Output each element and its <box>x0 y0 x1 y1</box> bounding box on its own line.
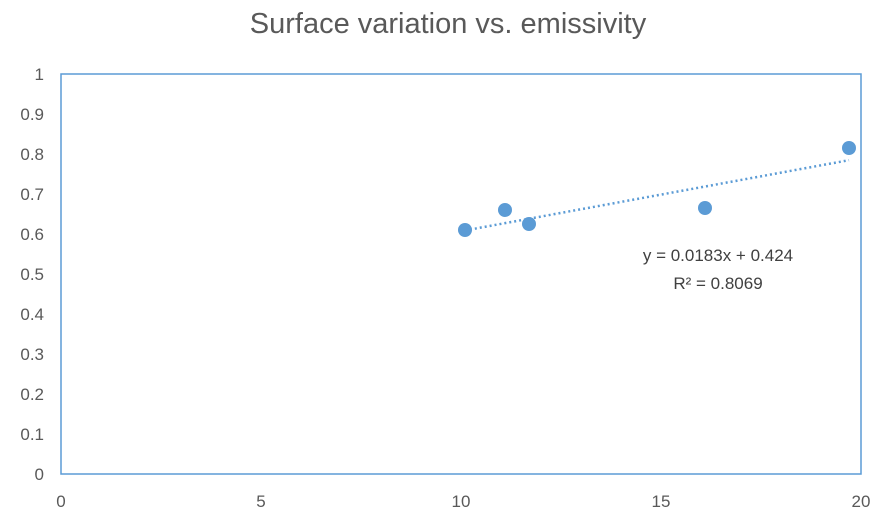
chart-title: Surface variation vs. emissivity <box>250 8 647 40</box>
x-tick-label: 0 <box>56 492 65 511</box>
x-axis-ticks: 0 5 10 15 20 <box>56 492 870 511</box>
data-point <box>522 217 536 231</box>
y-tick-label: 0 <box>35 465 44 484</box>
data-point <box>698 201 712 215</box>
r-squared-label: R² = 0.8069 <box>673 274 762 293</box>
plot-area <box>60 73 862 475</box>
x-tick-label: 15 <box>652 492 671 511</box>
x-tick-label: 10 <box>452 492 471 511</box>
y-tick-label: 0.9 <box>20 105 44 124</box>
y-tick-label: 0.4 <box>20 305 44 324</box>
data-point <box>498 203 512 217</box>
data-point <box>458 223 472 237</box>
y-tick-label: 0.2 <box>20 385 44 404</box>
y-tick-label: 0.7 <box>20 185 44 204</box>
x-tick-label: 5 <box>256 492 265 511</box>
trendline <box>464 158 850 232</box>
trendline-equation: y = 0.0183x + 0.424 <box>643 246 793 265</box>
x-tick-label: 20 <box>852 492 871 511</box>
data-points <box>458 141 856 237</box>
y-tick-label: 0.1 <box>20 425 44 444</box>
y-tick-label: 0.8 <box>20 145 44 164</box>
y-tick-label: 0.3 <box>20 345 44 364</box>
y-tick-label: 0.6 <box>20 225 44 244</box>
y-axis-ticks: 0 0.1 0.2 0.3 0.4 0.5 0.6 0.7 0.8 0.9 1 <box>20 65 44 484</box>
y-tick-label: 0.5 <box>20 265 44 284</box>
data-point <box>842 141 856 155</box>
y-tick-label: 1 <box>35 65 44 84</box>
